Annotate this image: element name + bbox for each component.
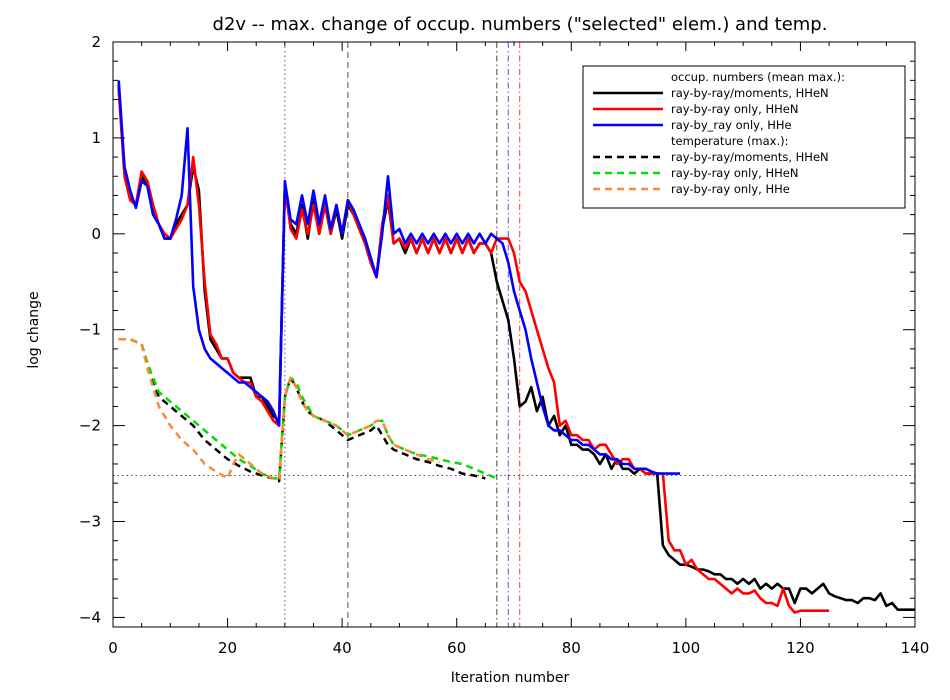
legend-header-temperature: temperature (max.): xyxy=(671,134,789,148)
legend: occup. numbers (mean max.): temperature … xyxy=(582,65,906,209)
y-tick-label: 1 xyxy=(91,129,101,147)
y-tick-label: −1 xyxy=(79,321,101,339)
legend-box xyxy=(582,65,906,209)
y-tick-label: 2 xyxy=(91,33,101,51)
x-tick-label: 120 xyxy=(786,639,815,657)
legend-items: ray-by-ray/moments, HHeN ray-by-ray only,… xyxy=(593,86,829,196)
series-layer xyxy=(117,80,915,614)
y-tick-label: −3 xyxy=(79,513,101,531)
legend-label-2: ray-by-ray only, HHeN xyxy=(671,102,798,116)
y-tick-label: −2 xyxy=(79,417,101,435)
series-line-2 xyxy=(117,89,830,614)
series-line-4 xyxy=(118,338,486,483)
x-tick-label: 100 xyxy=(672,639,701,657)
reference-lines xyxy=(113,42,915,627)
x-tick-label: 0 xyxy=(108,639,118,657)
legend-label-1: ray-by-ray/moments, HHeN xyxy=(671,86,829,100)
series-line-6 xyxy=(118,338,440,480)
x-tick-label: 20 xyxy=(218,639,237,657)
series-line-5 xyxy=(118,338,498,480)
x-tick-label: 80 xyxy=(562,639,581,657)
x-axis-label: Iteration number xyxy=(451,670,570,686)
series-line-3 xyxy=(117,80,681,475)
y-tick-label: −4 xyxy=(79,608,101,626)
x-tick-label: 40 xyxy=(333,639,352,657)
y-axis-label: log change xyxy=(26,291,42,368)
y-tick-label: 0 xyxy=(91,225,101,243)
legend-label-6: ray-by-ray only, HHe xyxy=(671,182,790,196)
chart-title: d2v -- max. change of occup. numbers ("s… xyxy=(213,14,828,35)
legend-header-occupation: occup. numbers (mean max.): xyxy=(671,70,845,84)
legend-label-4: ray-by-ray/moments, HHeN xyxy=(671,150,829,164)
x-tick-label: 140 xyxy=(901,639,930,657)
x-tick-label: 60 xyxy=(447,639,466,657)
axis-ticks: 0 20 40 60 80 100 120 140 −4 −3 −2 −1 0 1 2 xyxy=(79,33,929,657)
legend-label-3: ray-by_ray only, HHe xyxy=(671,118,792,132)
legend-label-5: ray-by-ray only, HHeN xyxy=(671,166,798,180)
